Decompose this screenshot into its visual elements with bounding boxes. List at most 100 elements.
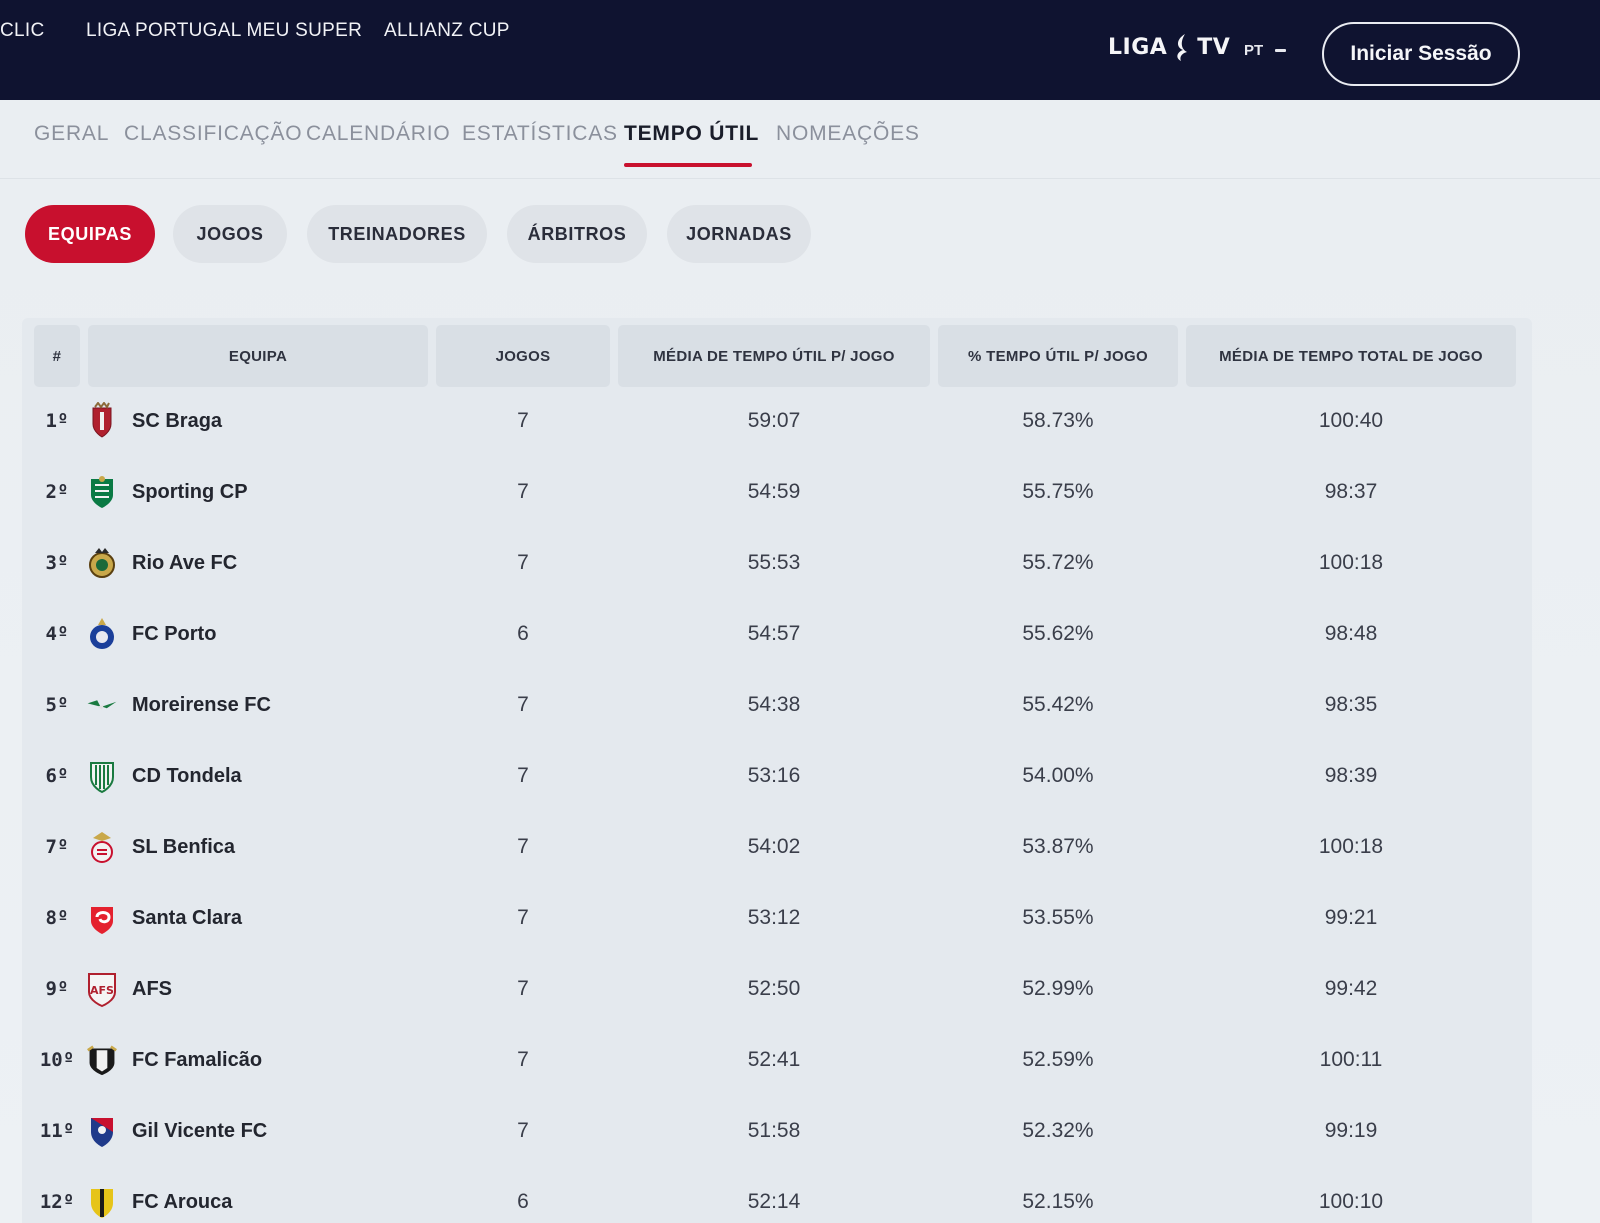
row-avg-useful-time: 54:57 <box>747 622 801 645</box>
row-rank: 10º <box>39 1049 75 1071</box>
subtab-jogos[interactable]: JOGOS <box>173 205 287 263</box>
tab-calendario[interactable]: CALENDÁRIO <box>306 122 451 145</box>
row-pct-useful-time: 52.32% <box>1022 1119 1094 1142</box>
row-games: 7 <box>517 1048 529 1071</box>
team-name[interactable]: Sporting CP <box>132 480 248 503</box>
subtab-jornadas[interactable]: JORNADAS <box>667 205 811 263</box>
row-team[interactable]: FC Porto <box>86 598 426 670</box>
row-avg-total-time: 100:11 <box>1319 1048 1383 1071</box>
row-team[interactable]: FC Famalicão <box>86 1024 426 1096</box>
liga-tv-logo[interactable]: LIGA TV <box>1108 32 1230 62</box>
tab-nomeacoes[interactable]: NOMEAÇÕES <box>776 122 920 145</box>
row-team[interactable]: CD Tondela <box>86 740 426 812</box>
team-name[interactable]: SC Braga <box>132 409 223 432</box>
liga-tv-logo-left: LIGA <box>1108 34 1168 60</box>
team-name[interactable]: SL Benfica <box>132 835 235 858</box>
header-rank: # <box>34 325 80 387</box>
row-rank: 5º <box>45 694 69 716</box>
subtab-arbitros[interactable]: ÁRBITROS <box>507 205 647 263</box>
login-button[interactable]: Iniciar Sessão <box>1322 22 1520 86</box>
header-team[interactable]: EQUIPA <box>88 325 428 387</box>
topnav-item-clic[interactable]: CLIC <box>0 20 45 41</box>
row-rank: 1º <box>45 410 69 432</box>
table-row[interactable]: 5º Moreirense FC 7 54:38 55.42% 98:35 <box>22 669 1532 741</box>
tab-tempo-util[interactable]: TEMPO ÚTIL <box>624 122 760 145</box>
tab-geral[interactable]: GERAL <box>34 122 110 145</box>
row-rank: 11º <box>39 1120 75 1142</box>
row-rank: 3º <box>45 552 69 574</box>
row-pct-useful-time: 55.42% <box>1022 693 1094 716</box>
row-team[interactable]: Gil Vicente FC <box>86 1095 426 1167</box>
row-rank: 12º <box>39 1191 75 1213</box>
language-selector[interactable]: PT <box>1244 42 1287 59</box>
stats-table <box>22 318 1532 1223</box>
row-avg-useful-time: 52:14 <box>747 1190 801 1213</box>
team-name[interactable]: AFS <box>132 977 172 1000</box>
table-row[interactable]: 8º Santa Clara 7 53:12 53.55% 99:21 <box>22 882 1532 954</box>
row-team[interactable]: SC Braga <box>86 385 426 457</box>
row-rank: 8º <box>45 907 69 929</box>
row-team[interactable]: Moreirense FC <box>86 669 426 741</box>
row-team[interactable]: Santa Clara <box>86 882 426 954</box>
row-pct-useful-time: 53.87% <box>1022 835 1094 858</box>
row-avg-useful-time: 54:59 <box>747 480 801 503</box>
table-row[interactable]: 6º CD Tondela 7 53:16 54.00% 98:39 <box>22 740 1532 812</box>
team-name[interactable]: Gil Vicente FC <box>132 1119 268 1142</box>
table-row[interactable]: 10º FC Famalicão 7 52:41 52.59% 100:11 <box>22 1024 1532 1096</box>
subtab-equipas[interactable]: EQUIPAS <box>25 205 155 263</box>
row-avg-total-time: 99:42 <box>1324 977 1378 1000</box>
row-team[interactable]: FC Arouca <box>86 1166 426 1223</box>
header-avg-useful-time[interactable]: MÉDIA DE TEMPO ÚTIL P/ JOGO <box>618 325 930 387</box>
row-games: 7 <box>517 835 529 858</box>
table-row[interactable]: 9º AFS AFS 7 52:50 52.99% 99:42 <box>22 953 1532 1025</box>
row-avg-useful-time: 54:38 <box>747 693 801 716</box>
team-name[interactable]: Moreirense FC <box>132 693 271 716</box>
active-tab-indicator <box>624 163 752 167</box>
tab-estatisticas[interactable]: ESTATÍSTICAS <box>462 122 618 145</box>
arouca-crest-icon <box>86 1183 118 1221</box>
table-row[interactable]: 4º FC Porto 6 54:57 55.62% 98:48 <box>22 598 1532 670</box>
row-rank: 7º <box>45 836 69 858</box>
row-avg-total-time: 98:39 <box>1324 764 1378 787</box>
row-rank: 2º <box>45 481 69 503</box>
team-name[interactable]: CD Tondela <box>132 764 242 787</box>
team-name[interactable]: Rio Ave FC <box>132 551 238 574</box>
benfica-crest-icon <box>86 828 118 866</box>
tabs-divider <box>0 178 1600 179</box>
row-team[interactable]: Rio Ave FC <box>86 527 426 599</box>
topnav-item-allianz-cup[interactable]: ALLIANZ CUP <box>384 20 510 41</box>
row-avg-total-time: 98:48 <box>1324 622 1378 645</box>
row-avg-total-time: 99:19 <box>1324 1119 1378 1142</box>
table-row[interactable]: 3º Rio Ave FC 7 55:53 55.72% 100:18 <box>22 527 1532 599</box>
row-avg-useful-time: 59:07 <box>747 409 801 432</box>
header-games[interactable]: JOGOS <box>436 325 610 387</box>
row-games: 7 <box>517 906 529 929</box>
chevron-down-icon <box>1275 49 1287 52</box>
topnav-item-liga-portugal[interactable]: LIGA PORTUGAL MEU SUPER <box>86 20 363 41</box>
row-games: 7 <box>517 1119 529 1142</box>
subtab-treinadores[interactable]: TREINADORES <box>307 205 487 263</box>
row-games: 7 <box>517 764 529 787</box>
row-team[interactable]: SL Benfica <box>86 811 426 883</box>
tab-classificacao[interactable]: CLASSIFICAÇÃO <box>124 122 303 145</box>
team-name[interactable]: FC Famalicão <box>132 1048 263 1071</box>
row-pct-useful-time: 52.15% <box>1022 1190 1094 1213</box>
table-row[interactable]: 12º FC Arouca 6 52:14 52.15% 100:10 <box>22 1166 1532 1223</box>
table-row[interactable]: 7º SL Benfica 7 54:02 53.87% 100:18 <box>22 811 1532 883</box>
braga-crest-icon <box>86 402 118 440</box>
row-team[interactable]: Sporting CP <box>86 456 426 528</box>
row-pct-useful-time: 54.00% <box>1022 764 1094 787</box>
row-avg-total-time: 98:35 <box>1324 693 1378 716</box>
row-avg-useful-time: 51:58 <box>747 1119 801 1142</box>
row-games: 7 <box>517 693 529 716</box>
table-row[interactable]: 1º SC Braga 7 59:07 58.73% 100:40 <box>22 385 1532 457</box>
team-name[interactable]: FC Arouca <box>132 1190 233 1213</box>
row-pct-useful-time: 53.55% <box>1022 906 1094 929</box>
team-name[interactable]: Santa Clara <box>132 906 243 929</box>
header-pct-useful-time[interactable]: % TEMPO ÚTIL P/ JOGO <box>938 325 1178 387</box>
table-row[interactable]: 11º Gil Vicente FC 7 51:58 52.32% 99:19 <box>22 1095 1532 1167</box>
table-row[interactable]: 2º Sporting CP 7 54:59 55.75% 98:37 <box>22 456 1532 528</box>
row-team[interactable]: AFS AFS <box>86 953 426 1025</box>
team-name[interactable]: FC Porto <box>132 622 217 645</box>
header-avg-total-time[interactable]: MÉDIA DE TEMPO TOTAL DE JOGO <box>1186 325 1516 387</box>
